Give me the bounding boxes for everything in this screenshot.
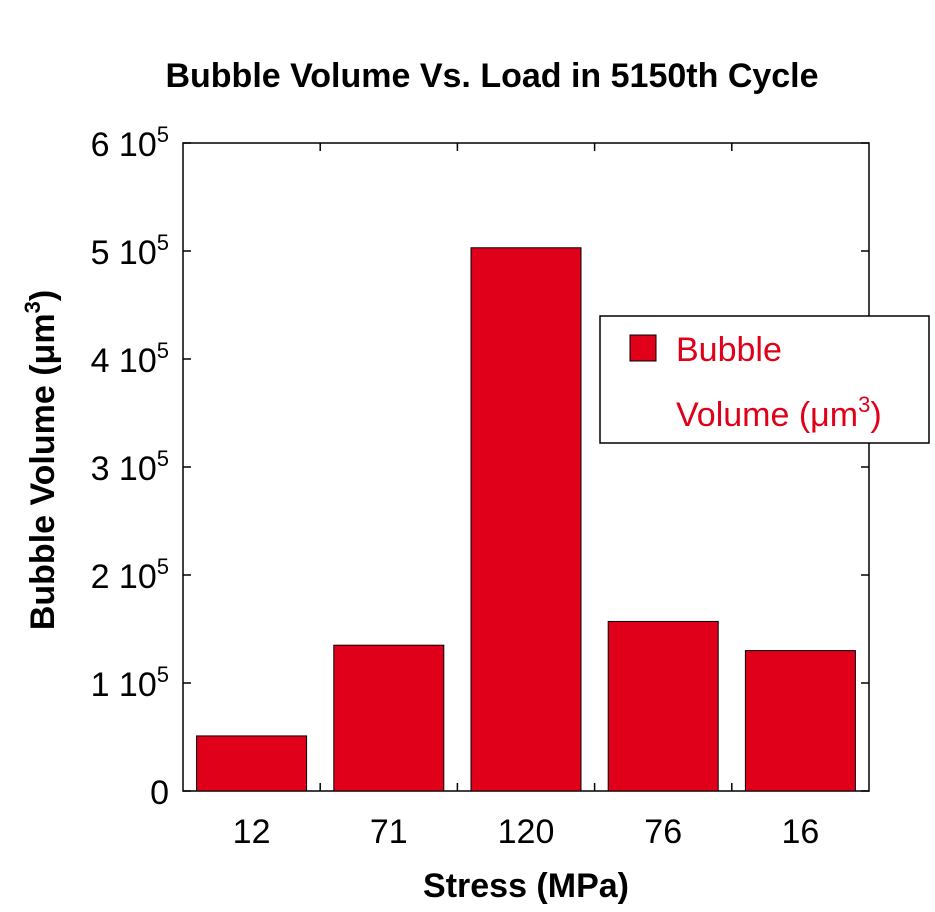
- x-tick-label-76: 76: [644, 813, 682, 851]
- y-tick-label: 2 105: [91, 554, 169, 596]
- bar-76: [607, 620, 719, 792]
- bars: [196, 247, 856, 792]
- y-tick-mantissa: 1 10: [91, 666, 157, 704]
- x-tick-label-12: 12: [233, 813, 271, 851]
- y-axis-label-close: ): [24, 290, 62, 301]
- y-tick-label: 1 105: [91, 662, 169, 704]
- bar-12: [196, 735, 308, 792]
- y-tick-mantissa: 2 10: [91, 558, 157, 596]
- chart-title: Bubble Volume Vs. Load in 5150th Cycle: [165, 57, 818, 95]
- legend-swatch: [629, 334, 657, 362]
- legend-entry-main: Volume (μm: [676, 396, 858, 434]
- y-tick-exponent: 5: [157, 554, 169, 579]
- y-tick-label: 6 105: [91, 122, 169, 164]
- legend-entry-close: ): [870, 396, 881, 434]
- legend-entry-line2: Volume (μm3): [676, 392, 882, 434]
- y-tick-exponent: 5: [157, 122, 169, 147]
- x-axis: 12 71 120 76 16: [233, 143, 819, 851]
- y-tick-label: 5 105: [91, 230, 169, 272]
- y-tick-mantissa: 6 10: [91, 126, 157, 164]
- y-tick-mantissa: 5 10: [91, 234, 157, 272]
- legend-entry-line1: Bubble: [676, 331, 782, 369]
- y-tick-label: 3 105: [91, 446, 169, 488]
- y-tick-mantissa: 3 10: [91, 450, 157, 488]
- y-axis-label: Bubble Volume (μm3): [20, 290, 62, 630]
- y-tick-mantissa: 0: [150, 774, 169, 812]
- y-tick-exponent: 5: [157, 230, 169, 255]
- x-tick-label-120: 120: [498, 813, 555, 851]
- legend-entry-sup: 3: [858, 392, 870, 417]
- x-tick-label-71: 71: [370, 813, 408, 851]
- y-tick-label: 0: [150, 774, 169, 812]
- bar-120: [470, 247, 582, 792]
- x-tick-label-16: 16: [781, 813, 819, 851]
- y-axis-label-sup: 3: [20, 301, 45, 313]
- y-tick-exponent: 5: [157, 446, 169, 471]
- y-tick-label: 4 105: [91, 338, 169, 380]
- bar-16: [744, 650, 856, 792]
- x-axis-label: Stress (MPa): [423, 867, 629, 905]
- legend: Bubble Volume (μm3): [599, 315, 930, 444]
- y-tick-mantissa: 4 10: [91, 342, 157, 380]
- y-tick-exponent: 5: [157, 662, 169, 687]
- y-tick-exponent: 5: [157, 338, 169, 363]
- y-axis-label-main: Bubble Volume (μm: [24, 313, 62, 630]
- bar-71: [333, 644, 445, 792]
